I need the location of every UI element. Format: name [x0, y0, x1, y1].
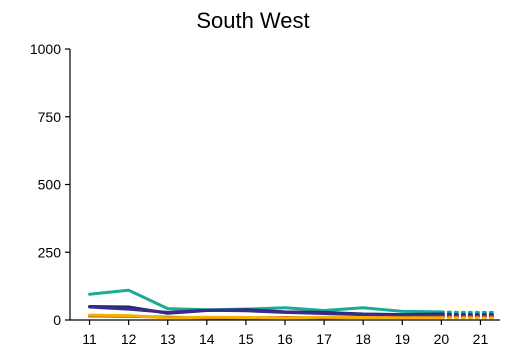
- series-line-2: [88, 305, 443, 318]
- x-tick-label: 13: [160, 331, 176, 347]
- y-tick-label: 250: [38, 244, 62, 260]
- x-tick-label: 11: [82, 331, 97, 347]
- x-tick-label: 19: [394, 331, 410, 347]
- x-tick-label: 12: [121, 331, 137, 347]
- series-projection-0: [439, 310, 498, 314]
- x-tick-label: 17: [316, 331, 332, 347]
- x-tick-label: 18: [355, 331, 371, 347]
- y-tick-label: 0: [53, 312, 61, 328]
- x-tick-label: 14: [199, 331, 215, 347]
- x-tick-label: 21: [473, 331, 489, 347]
- series-line-0: [88, 288, 443, 314]
- series-line-4: [88, 313, 443, 320]
- chart-title: South West: [196, 8, 310, 33]
- x-tick-label: 16: [277, 331, 293, 347]
- x-tick-label: 15: [238, 331, 254, 347]
- y-tick-label: 500: [38, 177, 62, 193]
- x-tick-label: 20: [434, 331, 450, 347]
- y-tick-label: 750: [38, 109, 62, 125]
- y-tick-label: 1000: [30, 41, 61, 57]
